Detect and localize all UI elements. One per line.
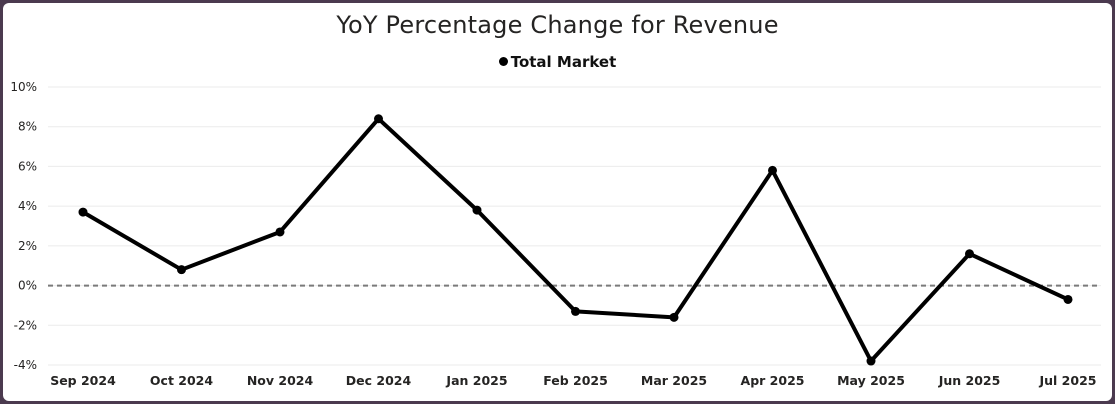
x-tick-label: Nov 2024 [247, 373, 314, 388]
chart-legend[interactable]: Total Market [3, 53, 1112, 71]
data-point[interactable] [275, 227, 285, 237]
data-point[interactable] [866, 356, 876, 366]
chart-title: YoY Percentage Change for Revenue [336, 11, 779, 39]
y-tick-label: -2% [14, 318, 37, 332]
y-tick-label: 2% [18, 239, 37, 253]
data-point[interactable] [669, 312, 679, 322]
series-layer [78, 114, 1073, 366]
y-tick-label: 6% [18, 159, 37, 173]
x-tick-label: Oct 2024 [150, 373, 213, 388]
x-tick-label: Sep 2024 [50, 373, 116, 388]
data-point[interactable] [374, 114, 383, 124]
y-axis-ticks: 10% 8% 6% 4% 2% 0% -2% -4% [10, 80, 37, 372]
x-tick-label: Feb 2025 [543, 373, 608, 388]
grid-lines [48, 86, 1101, 366]
data-point[interactable] [768, 165, 777, 175]
series-line [81, 116, 1070, 364]
legend-marker-icon [498, 57, 508, 66]
y-tick-label: 10% [10, 80, 37, 94]
y-tick-label: 0% [18, 279, 37, 293]
x-tick-label: Jan 2025 [445, 373, 507, 388]
x-tick-label: Dec 2024 [346, 373, 412, 388]
y-tick-label: -4% [14, 358, 37, 372]
x-tick-label: Jul 2025 [1039, 373, 1097, 388]
data-point[interactable] [965, 249, 974, 259]
legend-label: Total Market [510, 53, 617, 71]
x-tick-label: Apr 2025 [741, 373, 805, 388]
data-point[interactable] [1063, 294, 1073, 304]
x-axis-ticks: Sep 2024 Oct 2024 Nov 2024 Dec 2024 Jan 2025… [50, 373, 1096, 388]
data-point[interactable] [571, 306, 580, 316]
line-chart-plot: 10% 8% 6% 4% 2% 0% -2% -4% Sep 2024 Oct 2024 Nov … [10, 80, 1101, 388]
y-tick-label: 4% [18, 199, 37, 213]
data-point[interactable] [177, 265, 186, 275]
chart-card: YoY Percentage Change for Revenue Total … [3, 3, 1112, 401]
data-point[interactable] [78, 207, 88, 217]
x-tick-label: Mar 2025 [641, 373, 707, 388]
x-tick-label: May 2025 [837, 373, 905, 388]
y-tick-label: 8% [18, 120, 37, 134]
data-point[interactable] [472, 205, 482, 215]
x-tick-label: Jun 2025 [938, 373, 1001, 388]
